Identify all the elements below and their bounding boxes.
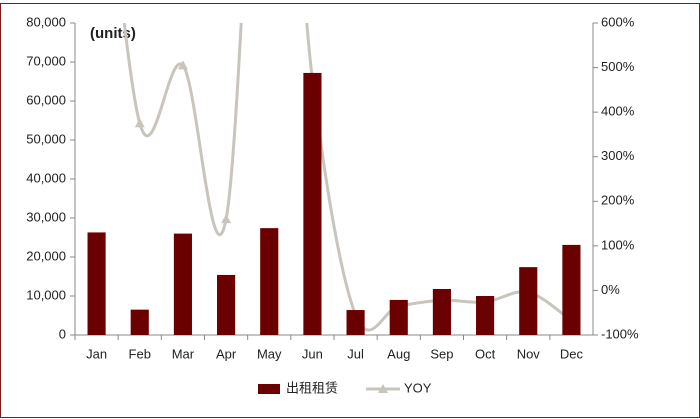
x-tick-label: May <box>257 346 282 361</box>
bar <box>432 288 451 335</box>
y-tick-label: 10,000 <box>26 287 66 302</box>
bar <box>87 232 106 335</box>
x-tick-label: Feb <box>129 346 151 361</box>
x-tick-label: Apr <box>216 346 237 361</box>
bar <box>260 228 279 335</box>
bar <box>217 274 236 335</box>
y2-tick-label: -100% <box>601 326 639 341</box>
legend-label: YOY <box>404 380 432 395</box>
y-tick-label: 20,000 <box>26 248 66 263</box>
x-tick-label: Jul <box>347 346 364 361</box>
marker <box>134 118 145 128</box>
bar <box>173 233 192 335</box>
y2-tick-label: 400% <box>601 104 635 119</box>
plot-area <box>122 23 577 332</box>
y-tick-label: 30,000 <box>26 209 66 224</box>
y2-tick-label: 600% <box>601 14 635 29</box>
y-tick-label: 40,000 <box>26 170 66 185</box>
x-tick-label: Aug <box>387 346 410 361</box>
y-tick-label: 80,000 <box>26 14 66 29</box>
bar <box>519 267 538 335</box>
y2-tick-label: 200% <box>601 193 635 208</box>
bar <box>562 244 581 335</box>
bar <box>303 72 322 336</box>
y2-tick-label: 0% <box>601 282 620 297</box>
x-tick-label: Oct <box>475 346 496 361</box>
bar <box>389 299 408 335</box>
marker <box>221 214 232 224</box>
y2-tick-label: 500% <box>601 59 635 74</box>
y-tick-label: 50,000 <box>26 131 66 146</box>
legend-marker <box>378 384 388 393</box>
x-tick-label: Jun <box>302 346 323 361</box>
bar <box>476 296 495 335</box>
legend-swatch <box>258 384 280 394</box>
x-tick-label: Mar <box>172 346 195 361</box>
line <box>122 23 573 332</box>
marker <box>177 60 188 70</box>
x-tick-label: Sep <box>430 346 453 361</box>
x-tick-label: Jan <box>86 346 107 361</box>
legend-label: 出租租赁 <box>286 380 338 395</box>
annotation: (units) <box>90 25 136 42</box>
x-tick-label: Dec <box>560 346 584 361</box>
y2-tick-label: 100% <box>601 237 635 252</box>
y-tick-label: 70,000 <box>26 53 66 68</box>
y-tick-label: 0 <box>59 326 66 341</box>
y-tick-label: 60,000 <box>26 92 66 107</box>
x-tick-label: Nov <box>517 346 541 361</box>
y2-tick-label: 300% <box>601 148 635 163</box>
bar <box>346 310 365 335</box>
bar <box>130 309 149 335</box>
